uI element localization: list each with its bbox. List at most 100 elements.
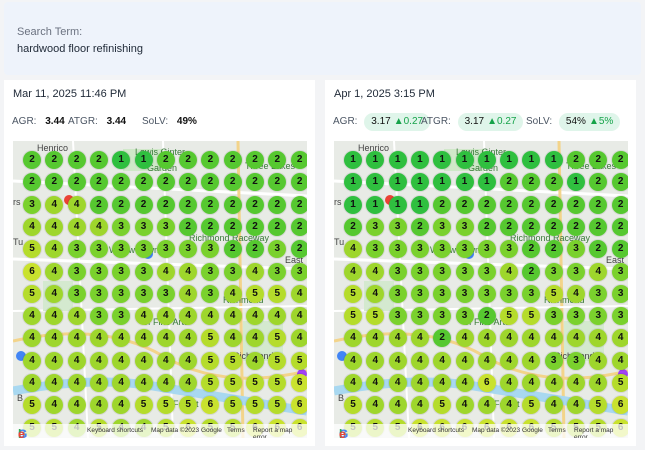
- rank-marker[interactable]: 5: [268, 351, 287, 370]
- rank-marker[interactable]: 1: [455, 173, 474, 192]
- rank-marker[interactable]: 4: [589, 262, 608, 281]
- rank-marker[interactable]: 3: [112, 284, 131, 303]
- rank-marker[interactable]: 4: [67, 351, 86, 370]
- rank-marker[interactable]: 5: [246, 284, 264, 303]
- rank-marker[interactable]: 4: [89, 374, 108, 392]
- rank-marker[interactable]: 3: [433, 240, 452, 259]
- rank-marker[interactable]: 5: [522, 307, 541, 326]
- rank-marker[interactable]: 3: [544, 351, 563, 370]
- rank-marker[interactable]: 2: [156, 173, 175, 192]
- rank-marker[interactable]: 4: [23, 374, 41, 392]
- rank-marker[interactable]: 2: [410, 217, 429, 236]
- rank-marker[interactable]: 2: [112, 173, 131, 192]
- rank-marker[interactable]: 1: [410, 151, 429, 169]
- rank-marker[interactable]: 2: [246, 151, 264, 169]
- rank-marker[interactable]: 6: [477, 374, 496, 392]
- rank-marker[interactable]: 5: [246, 374, 264, 392]
- rank-marker[interactable]: 3: [567, 307, 585, 326]
- rank-marker[interactable]: 4: [156, 374, 175, 392]
- rank-marker[interactable]: 6: [201, 396, 220, 415]
- rank-marker[interactable]: 4: [89, 351, 108, 370]
- rank-marker[interactable]: 1: [567, 173, 585, 192]
- rank-marker[interactable]: 1: [477, 173, 496, 192]
- rank-marker[interactable]: 2: [290, 173, 307, 192]
- rank-marker[interactable]: 6: [290, 374, 307, 392]
- rank-marker[interactable]: 4: [156, 262, 175, 281]
- rank-marker[interactable]: 2: [589, 151, 608, 169]
- rank-marker[interactable]: 3: [544, 262, 563, 281]
- rank-marker[interactable]: 3: [201, 262, 220, 281]
- report-map-error-link[interactable]: Report a map error: [574, 427, 614, 438]
- rank-marker[interactable]: 2: [179, 195, 198, 214]
- rank-marker[interactable]: 2: [589, 195, 608, 214]
- rank-marker[interactable]: 4: [567, 374, 585, 392]
- rank-marker[interactable]: 4: [500, 396, 519, 415]
- rank-marker[interactable]: 1: [366, 195, 385, 214]
- rank-marker[interactable]: 4: [366, 351, 385, 370]
- rank-marker[interactable]: 4: [23, 307, 41, 326]
- rank-marker[interactable]: 4: [366, 329, 385, 348]
- rank-marker[interactable]: 3: [410, 240, 429, 259]
- rank-marker[interactable]: 4: [179, 262, 198, 281]
- rank-marker[interactable]: 3: [455, 284, 474, 303]
- rank-marker[interactable]: 3: [89, 284, 108, 303]
- rank-marker[interactable]: 4: [223, 307, 242, 326]
- rank-marker[interactable]: 4: [223, 329, 242, 348]
- rank-marker[interactable]: 2: [344, 217, 362, 236]
- rank-marker[interactable]: 3: [433, 284, 452, 303]
- rank-marker[interactable]: 5: [223, 374, 242, 392]
- rank-marker[interactable]: 2: [477, 307, 496, 326]
- rank-marker[interactable]: 2: [611, 173, 628, 192]
- rank-marker[interactable]: 3: [366, 240, 385, 259]
- rank-marker[interactable]: 4: [344, 374, 362, 392]
- rank-marker[interactable]: 4: [589, 374, 608, 392]
- rank-marker[interactable]: 5: [23, 284, 41, 303]
- rank-marker[interactable]: 2: [567, 217, 585, 236]
- rank-marker[interactable]: 2: [522, 217, 541, 236]
- rank-marker[interactable]: 4: [179, 329, 198, 348]
- rank-marker[interactable]: 4: [500, 329, 519, 348]
- rank-marker[interactable]: 5: [134, 396, 153, 415]
- rank-marker[interactable]: 4: [500, 351, 519, 370]
- rank-marker[interactable]: 5: [344, 284, 362, 303]
- rank-marker[interactable]: 2: [268, 151, 287, 169]
- rank-marker[interactable]: 5: [589, 396, 608, 415]
- rank-marker[interactable]: 2: [223, 151, 242, 169]
- rank-marker[interactable]: 4: [290, 307, 307, 326]
- rank-marker[interactable]: 5: [268, 374, 287, 392]
- rank-marker[interactable]: 6: [23, 262, 41, 281]
- rank-marker[interactable]: 3: [223, 262, 242, 281]
- report-map-error-link[interactable]: Report a map error: [253, 427, 293, 438]
- rank-marker[interactable]: 3: [156, 240, 175, 259]
- rank-marker[interactable]: 3: [388, 284, 407, 303]
- rank-marker[interactable]: 2: [223, 195, 242, 214]
- rank-marker[interactable]: 6: [611, 396, 628, 415]
- rank-marker[interactable]: 4: [89, 396, 108, 415]
- rank-marker[interactable]: 1: [134, 151, 153, 169]
- rank-marker[interactable]: 2: [223, 240, 242, 259]
- rank-marker[interactable]: 4: [410, 329, 429, 348]
- rank-marker[interactable]: 2: [246, 217, 264, 236]
- rank-marker[interactable]: 4: [45, 307, 64, 326]
- rank-marker[interactable]: 2: [246, 195, 264, 214]
- rank-marker[interactable]: 2: [201, 173, 220, 192]
- rank-marker[interactable]: 4: [611, 329, 628, 348]
- rank-marker[interactable]: 4: [589, 351, 608, 370]
- rank-marker[interactable]: 3: [433, 217, 452, 236]
- rank-marker[interactable]: 2: [455, 195, 474, 214]
- rank-marker[interactable]: 3: [112, 240, 131, 259]
- rank-marker[interactable]: 4: [246, 351, 264, 370]
- rank-marker[interactable]: 4: [344, 240, 362, 259]
- rank-marker[interactable]: 5: [433, 396, 452, 415]
- rank-marker[interactable]: 4: [67, 195, 86, 214]
- rank-marker[interactable]: 4: [522, 374, 541, 392]
- rank-marker[interactable]: 4: [156, 351, 175, 370]
- rank-marker[interactable]: 2: [246, 240, 264, 259]
- rank-marker[interactable]: 5: [366, 307, 385, 326]
- rank-marker[interactable]: 1: [344, 195, 362, 214]
- rank-marker[interactable]: 4: [179, 374, 198, 392]
- rank-marker[interactable]: 4: [366, 396, 385, 415]
- rank-marker[interactable]: 4: [179, 307, 198, 326]
- rank-marker[interactable]: 2: [611, 195, 628, 214]
- rank-marker[interactable]: 2: [67, 173, 86, 192]
